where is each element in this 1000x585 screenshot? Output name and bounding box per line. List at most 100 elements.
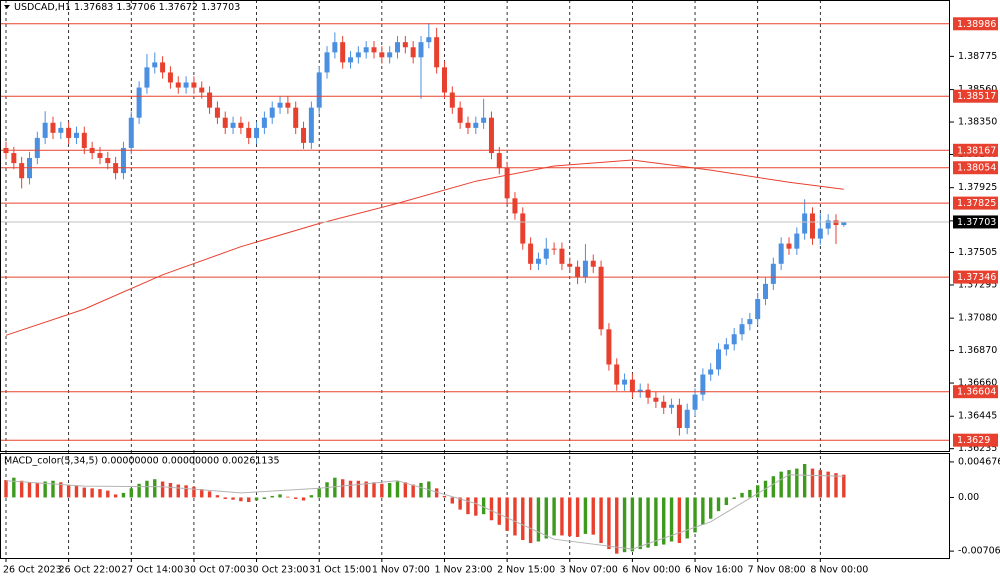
candle-body xyxy=(606,329,612,365)
macd-bar xyxy=(35,483,40,498)
candle-body xyxy=(825,220,831,229)
x-tick-label: 27 Oct 14:00 xyxy=(121,565,183,576)
candle-body xyxy=(277,102,283,108)
chart-header: USDCAD,H1 1.37683 1.37706 1.37672 1.3770… xyxy=(14,2,240,13)
macd-bar xyxy=(638,497,642,550)
level-label: 1.3629 xyxy=(957,435,990,446)
macd-bar xyxy=(356,480,361,498)
macd-bar xyxy=(646,497,650,548)
macd-bar xyxy=(662,497,666,545)
candle-body xyxy=(175,82,181,88)
macd-bar xyxy=(810,468,815,498)
price-pane-border xyxy=(0,0,950,452)
macd-bar xyxy=(286,496,290,498)
level-box xyxy=(953,385,998,399)
macd-bar xyxy=(685,497,689,539)
macd-bar xyxy=(693,497,697,533)
macd-bar xyxy=(333,477,337,498)
macd-bar xyxy=(536,497,541,542)
macd-bar xyxy=(215,495,220,498)
candle-body xyxy=(567,263,573,267)
level-box xyxy=(953,17,998,31)
candle-body xyxy=(402,42,408,48)
x-tick-label: 6 Nov 16:00 xyxy=(685,565,743,576)
y-tick-label: 1.36660 xyxy=(958,378,997,389)
candle-body xyxy=(340,42,346,63)
level-label: 1.36604 xyxy=(957,387,996,398)
level-label: 1.37825 xyxy=(957,198,996,209)
macd-bar xyxy=(528,497,533,544)
macd-bar xyxy=(568,497,572,537)
signal-line xyxy=(5,474,844,550)
y-tick-label: -0.0070640 xyxy=(958,546,1000,557)
macd-pane-border xyxy=(0,453,950,559)
y-tick-label: 1.37505 xyxy=(958,247,997,258)
x-tick-label: 2 Nov 15:00 xyxy=(497,565,555,576)
macd-bar xyxy=(716,497,721,512)
candle-body xyxy=(136,87,142,118)
y-tick-label: 1.36445 xyxy=(958,411,997,422)
candle-body xyxy=(293,107,299,128)
level-label: 1.38986 xyxy=(957,19,996,30)
candle-body xyxy=(731,334,737,345)
macd-bar xyxy=(403,482,408,498)
macd-bar xyxy=(207,491,212,498)
macd-bar xyxy=(309,495,314,498)
price-label: 1.37703 xyxy=(957,217,996,228)
candle-body xyxy=(167,72,173,83)
candle-body xyxy=(120,147,126,174)
macd-bar xyxy=(724,497,729,506)
candle-body xyxy=(794,233,800,249)
candle-body xyxy=(622,379,628,385)
candle-body xyxy=(308,107,314,143)
candle-body xyxy=(449,92,455,108)
candle-body xyxy=(481,117,487,123)
candle-body xyxy=(661,401,667,408)
x-tick-label: 26 Oct 2023 xyxy=(3,565,62,576)
macd-bar xyxy=(153,479,157,498)
high: 1.37706 xyxy=(116,2,155,13)
macd-bar xyxy=(27,482,32,498)
macd-bar xyxy=(740,492,744,498)
y-tick-label: 1.37925 xyxy=(958,182,997,193)
candle-body xyxy=(716,349,722,370)
candle-body xyxy=(520,213,526,244)
candle-body xyxy=(841,221,847,226)
macd-bar xyxy=(732,497,736,499)
menu-arrow[interactable] xyxy=(4,5,10,9)
macd-bar xyxy=(340,479,345,498)
x-tick-label: 6 Nov 00:00 xyxy=(622,565,680,576)
macd-bar xyxy=(121,492,126,498)
macd-bar xyxy=(129,488,133,498)
candle-body xyxy=(269,107,275,118)
macd-bar xyxy=(607,497,611,550)
candle-body xyxy=(535,258,541,264)
candle-body xyxy=(11,153,17,164)
macd-bar xyxy=(82,487,86,498)
candle-body xyxy=(222,117,228,128)
y-tick-label: 1.36235 xyxy=(958,443,997,454)
candle-body xyxy=(669,404,675,408)
y-tick-label: 1.38560 xyxy=(958,84,997,95)
macd-bar xyxy=(317,488,321,498)
macd-bar xyxy=(591,497,595,535)
macd-bar xyxy=(380,483,384,498)
candle-body xyxy=(418,42,424,58)
macd-bar xyxy=(192,486,196,498)
macd-bar xyxy=(802,464,807,498)
macd-bar xyxy=(395,481,400,498)
macd-bar xyxy=(145,480,149,498)
candle-body xyxy=(786,243,792,249)
x-tick-label: 26 Oct 22:00 xyxy=(59,565,121,576)
y-tick-label: 0.0046766 xyxy=(958,456,1000,467)
candle-body xyxy=(199,87,205,93)
candle-body xyxy=(739,324,745,335)
macd-bar xyxy=(254,497,259,501)
macd-bar xyxy=(654,497,658,547)
candle-body xyxy=(551,248,557,250)
macd-bar xyxy=(481,497,486,515)
candle-body xyxy=(73,132,79,138)
candle-body xyxy=(504,168,510,199)
